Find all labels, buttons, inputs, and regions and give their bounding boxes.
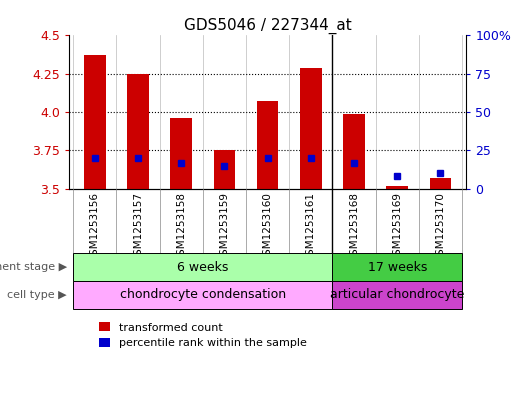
Bar	[430, 178, 451, 189]
Title: GDS5046 / 227344_at: GDS5046 / 227344_at	[184, 18, 351, 34]
Text: GSM1253168: GSM1253168	[349, 192, 359, 262]
Bar	[257, 101, 278, 189]
Bar	[386, 185, 408, 189]
Text: GSM1253160: GSM1253160	[263, 192, 272, 262]
Text: GSM1253156: GSM1253156	[90, 192, 100, 262]
Text: GSM1253170: GSM1253170	[436, 192, 446, 262]
Text: GSM1253159: GSM1253159	[219, 192, 229, 262]
Text: GSM1253158: GSM1253158	[176, 192, 186, 262]
Bar	[127, 73, 149, 189]
Text: chondrocyte condensation: chondrocyte condensation	[120, 288, 286, 301]
Bar	[171, 118, 192, 189]
Text: 6 weeks: 6 weeks	[177, 261, 228, 274]
Bar	[343, 114, 365, 189]
Text: cell type ▶: cell type ▶	[7, 290, 67, 300]
Bar	[214, 150, 235, 189]
Bar	[332, 253, 462, 281]
Text: GSM1253157: GSM1253157	[133, 192, 143, 262]
Text: GSM1253161: GSM1253161	[306, 192, 316, 262]
Text: GSM1253169: GSM1253169	[392, 192, 402, 262]
Bar	[84, 55, 105, 189]
Text: 17 weeks: 17 weeks	[368, 261, 427, 274]
Text: development stage ▶: development stage ▶	[0, 262, 67, 272]
Bar	[332, 281, 462, 309]
Text: articular chondrocyte: articular chondrocyte	[330, 288, 464, 301]
Bar	[300, 68, 322, 189]
Bar	[73, 253, 332, 281]
Legend: transformed count, percentile rank within the sample: transformed count, percentile rank withi…	[94, 318, 311, 353]
Bar	[73, 281, 332, 309]
